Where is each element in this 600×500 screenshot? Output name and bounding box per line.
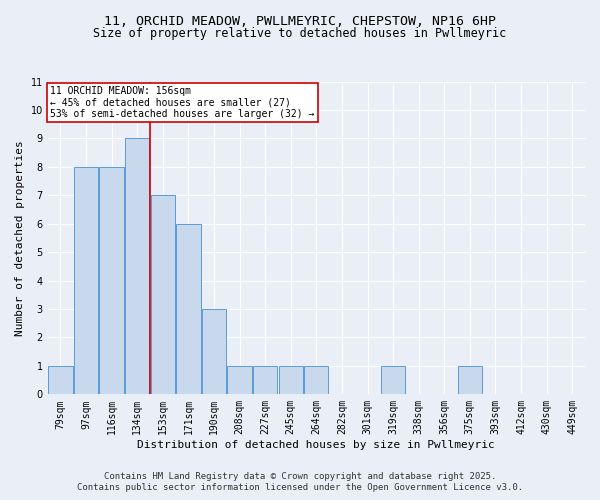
Text: Contains HM Land Registry data © Crown copyright and database right 2025.
Contai: Contains HM Land Registry data © Crown c… — [77, 472, 523, 492]
X-axis label: Distribution of detached houses by size in Pwllmeyric: Distribution of detached houses by size … — [137, 440, 495, 450]
Bar — [74, 167, 98, 394]
Bar — [49, 366, 73, 394]
Bar — [278, 366, 303, 394]
Bar — [100, 167, 124, 394]
Bar — [202, 309, 226, 394]
Bar — [151, 196, 175, 394]
Text: 11 ORCHID MEADOW: 156sqm
← 45% of detached houses are smaller (27)
53% of semi-d: 11 ORCHID MEADOW: 156sqm ← 45% of detach… — [50, 86, 315, 120]
Bar — [381, 366, 405, 394]
Y-axis label: Number of detached properties: Number of detached properties — [15, 140, 25, 336]
Text: 11, ORCHID MEADOW, PWLLMEYRIC, CHEPSTOW, NP16 6HP: 11, ORCHID MEADOW, PWLLMEYRIC, CHEPSTOW,… — [104, 15, 496, 28]
Bar — [253, 366, 277, 394]
Bar — [176, 224, 200, 394]
Bar — [458, 366, 482, 394]
Bar — [227, 366, 252, 394]
Bar — [304, 366, 328, 394]
Text: Size of property relative to detached houses in Pwllmeyric: Size of property relative to detached ho… — [94, 28, 506, 40]
Bar — [125, 138, 149, 394]
